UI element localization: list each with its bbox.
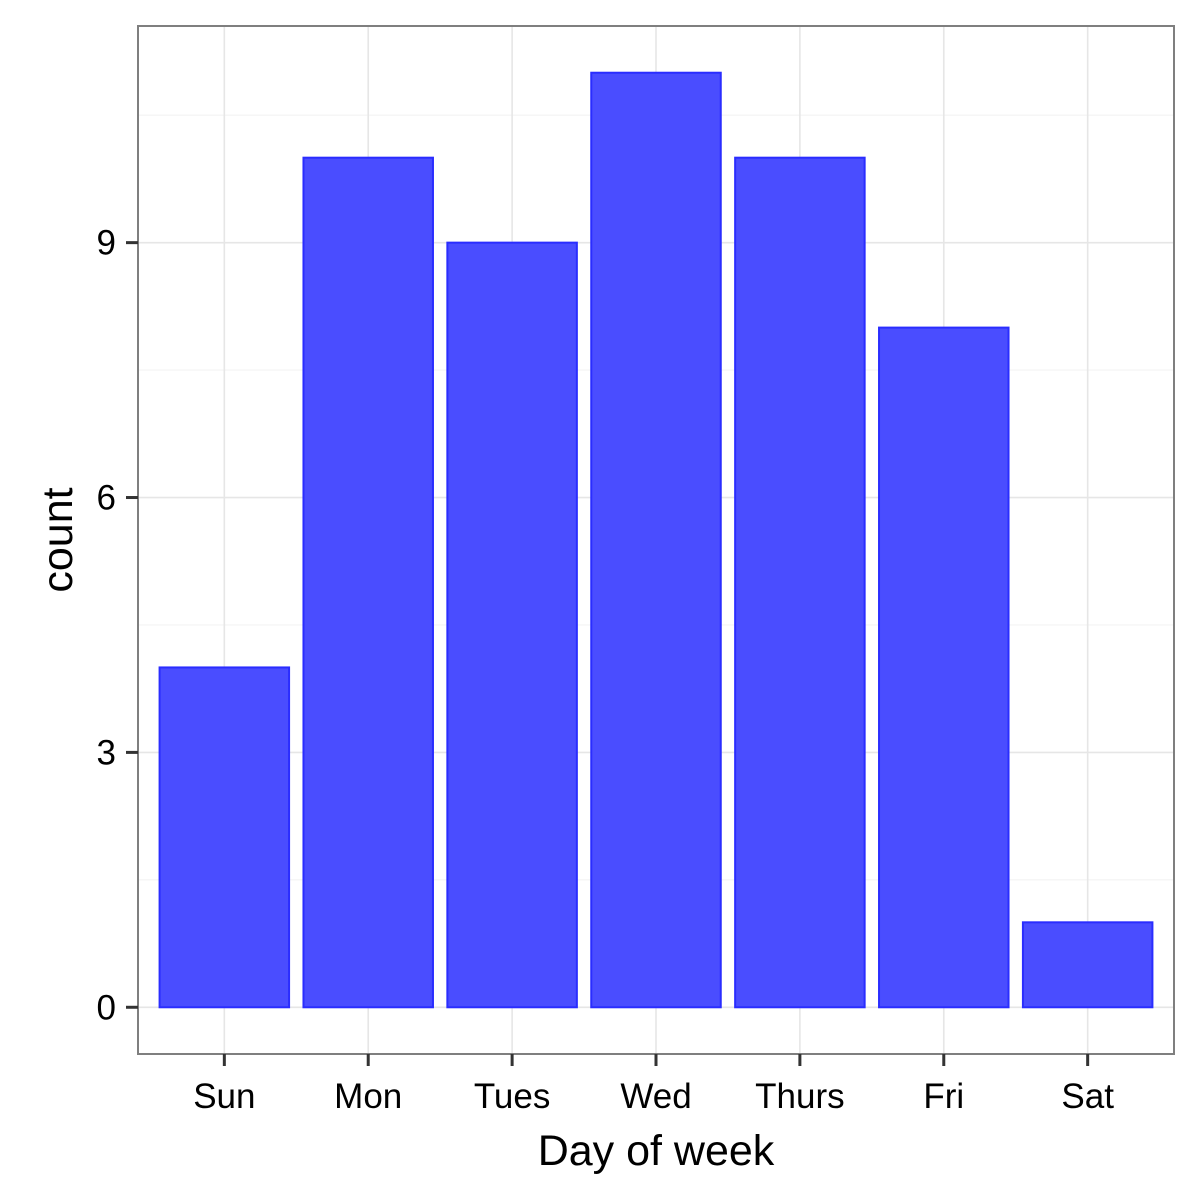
bar-fri [878,326,1010,1009]
x-tick-label: Mon [334,1077,402,1116]
axis-layer: 0 3 6 9 Sun Mon Tues Wed Thurs Fri Sat [97,224,1115,1116]
bar-wed [590,71,722,1009]
x-axis-title: Day of week [538,1127,775,1175]
bar-thurs [734,156,866,1009]
y-tick-label: 9 [97,224,116,263]
x-tick-label: Sun [193,1077,255,1116]
x-tick-label: Tues [474,1077,551,1116]
bar-sat [1021,921,1154,1009]
x-tick-label: Thurs [755,1077,844,1116]
y-tick-label: 6 [97,479,116,518]
y-tick-label: 3 [97,733,116,772]
x-tick-label: Wed [620,1077,691,1116]
bar-sun [158,666,291,1009]
y-tick-label: 0 [97,988,116,1027]
bars-layer [158,71,1154,1009]
y-axis-title: count [34,487,82,592]
bar-mon [302,156,434,1009]
x-tick-label: Fri [923,1077,964,1116]
bar-tues [446,241,578,1009]
x-tick-label: Sat [1061,1077,1114,1116]
